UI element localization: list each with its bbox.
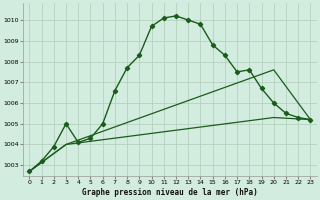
X-axis label: Graphe pression niveau de la mer (hPa): Graphe pression niveau de la mer (hPa) (82, 188, 258, 197)
